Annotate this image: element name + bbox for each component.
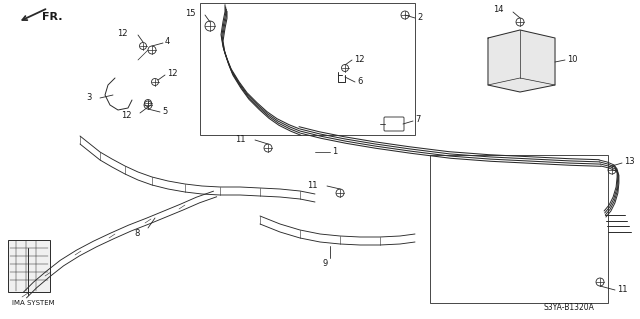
Text: 13: 13 <box>624 158 635 167</box>
Text: 14: 14 <box>493 5 504 14</box>
Bar <box>200 3 415 135</box>
FancyBboxPatch shape <box>384 117 404 131</box>
Text: FR.: FR. <box>42 12 63 22</box>
Text: 12: 12 <box>354 55 365 63</box>
Text: 10: 10 <box>567 55 577 63</box>
Text: 8: 8 <box>134 228 140 238</box>
Text: 11: 11 <box>236 135 246 144</box>
Text: 12: 12 <box>122 112 132 121</box>
Text: 7: 7 <box>415 115 420 124</box>
Text: 12: 12 <box>118 28 128 38</box>
Text: S3YA-B1320A: S3YA-B1320A <box>543 303 594 313</box>
Bar <box>8 240 50 292</box>
Text: 6: 6 <box>357 77 362 85</box>
Text: 1: 1 <box>332 147 337 157</box>
Text: 9: 9 <box>323 259 328 269</box>
Bar <box>430 155 608 303</box>
Polygon shape <box>488 30 555 92</box>
Text: 4: 4 <box>165 38 170 47</box>
Text: IMA SYSTEM: IMA SYSTEM <box>12 300 54 306</box>
Text: 15: 15 <box>186 9 196 18</box>
Text: 2: 2 <box>417 12 422 21</box>
Text: 11: 11 <box>617 286 627 294</box>
Text: 11: 11 <box>307 181 318 189</box>
Text: 12: 12 <box>167 70 177 78</box>
Text: 5: 5 <box>162 107 167 115</box>
Text: 3: 3 <box>86 93 92 101</box>
